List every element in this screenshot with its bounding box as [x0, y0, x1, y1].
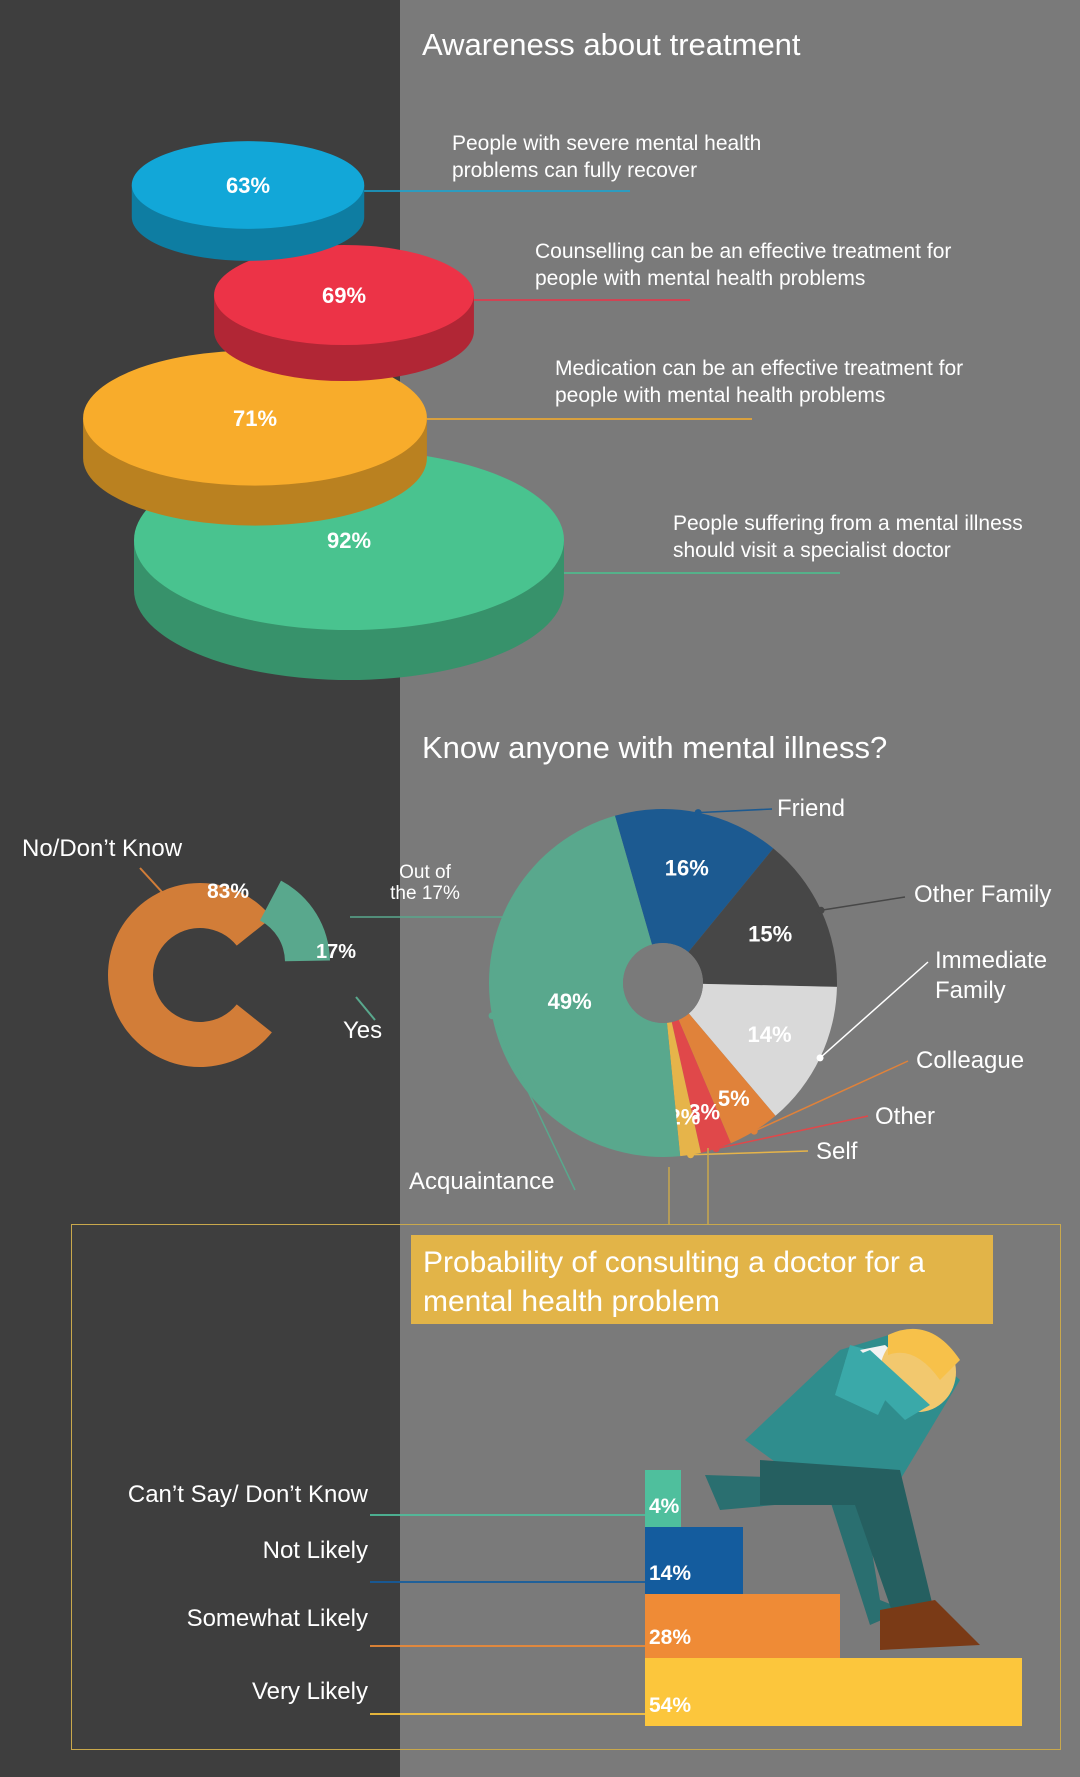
- awareness-value-1: 63%: [226, 173, 270, 198]
- pie-slice-3: [688, 983, 837, 1116]
- pie-leader-4: [753, 1060, 909, 1132]
- donut-leader-no: [139, 867, 163, 893]
- pie-slice-1: [614, 808, 774, 953]
- donut-value-no: 83%: [207, 880, 249, 903]
- stressed-person-illustration: [705, 1328, 980, 1650]
- awareness-disc-2: [214, 244, 474, 346]
- pie-leader-dot-5: [712, 1145, 720, 1153]
- donut-leader-yes: [355, 996, 376, 1021]
- pie-label-colleague: Colleague: [916, 1047, 1025, 1074]
- pie-slice-6: [666, 1022, 701, 1157]
- awareness-title: Awareness about treatment: [422, 27, 801, 62]
- pie-value-1: 16%: [665, 855, 709, 880]
- probability-bar-1: 4%: [645, 1470, 681, 1527]
- probability-bar-value-2: 14%: [649, 1562, 692, 1585]
- pie-leader-1: [698, 808, 773, 814]
- know-title: Know anyone with mental illness?: [422, 730, 888, 765]
- awareness-value-4: 92%: [327, 528, 371, 553]
- pie-slice-7: [488, 815, 681, 1157]
- pie-leader-2: [820, 896, 906, 912]
- probability-bar-value-4: 54%: [649, 1694, 692, 1717]
- pie-value-4: 5%: [718, 1086, 750, 1111]
- pie-leader-dot-3: [816, 1054, 824, 1062]
- awareness-value-2: 69%: [322, 283, 366, 308]
- probability-bar-3: 28%: [645, 1594, 841, 1658]
- awareness-disc-3: [83, 350, 427, 486]
- pie-leader-dot-2: [817, 906, 825, 914]
- pie-value-2: 15%: [748, 922, 792, 947]
- donut-slice-yes: [259, 880, 330, 962]
- pie-slice-2: [688, 848, 837, 987]
- donut-slice-no: [108, 883, 272, 1067]
- awareness-caption-2: Counselling can be an effective treatmen…: [535, 240, 952, 290]
- probability-bar-value-3: 28%: [649, 1626, 692, 1649]
- awareness-caption-4: People suffering from a mental illness s…: [673, 512, 1023, 562]
- donut-value-yes: 17%: [316, 941, 356, 963]
- awareness-caption-3: Medication can be an effective treatment…: [555, 357, 964, 407]
- donut-label-yes: Yes: [343, 1017, 383, 1044]
- probability-bar-4: 54%: [645, 1658, 1022, 1726]
- pie-label-other: Other: [875, 1103, 936, 1130]
- bar-label-somewhat-likely: Somewhat Likely: [186, 1605, 368, 1632]
- pie-leader-3: [819, 961, 929, 1059]
- pie-value-7: 49%: [548, 989, 592, 1014]
- awareness-disc-1: [131, 141, 365, 229]
- pie-leader-5: [715, 1115, 869, 1150]
- bar-label-very-likely: Very Likely: [251, 1678, 368, 1705]
- probability-bar-value-1: 4%: [649, 1495, 680, 1518]
- pie-slice-4: [678, 1013, 776, 1144]
- pie-label-immediate-family: Immediate Family: [935, 947, 1048, 1004]
- awareness-caption-1: People with severe mental health problem…: [452, 132, 762, 182]
- pie-label-other-family: Other Family: [914, 881, 1052, 908]
- pie-leader-dot-4: [750, 1127, 758, 1135]
- pie-slice-5: [671, 1019, 731, 1153]
- pie-leader-7: [491, 1015, 576, 1191]
- probability-bar-2: 14%: [645, 1527, 743, 1594]
- awareness-value-3: 71%: [233, 406, 277, 431]
- pie-value-3: 14%: [747, 1022, 791, 1047]
- probability-frame: [71, 1224, 1061, 1750]
- pie-label-acquaintance: Acquaintance: [409, 1168, 555, 1195]
- pie-center-hole: [623, 943, 703, 1023]
- donut-note: Out of the 17%: [390, 862, 460, 904]
- pie-label-friend: Friend: [777, 795, 846, 822]
- pie-leader-6: [690, 1150, 809, 1156]
- probability-title: Probability of consulting a doctor for a…: [411, 1235, 993, 1324]
- bar-label-not-likely: Not Likely: [262, 1537, 368, 1564]
- bar-label-cant-say: Can’t Say/ Don’t Know: [127, 1481, 368, 1508]
- donut-label-no: No/Don’t Know: [22, 835, 183, 862]
- pie-leader-dot-6: [687, 1151, 695, 1159]
- pie-leader-dot-1: [694, 809, 702, 817]
- pie-leader-dot-7: [488, 1012, 496, 1020]
- pie-label-self: Self: [816, 1138, 858, 1165]
